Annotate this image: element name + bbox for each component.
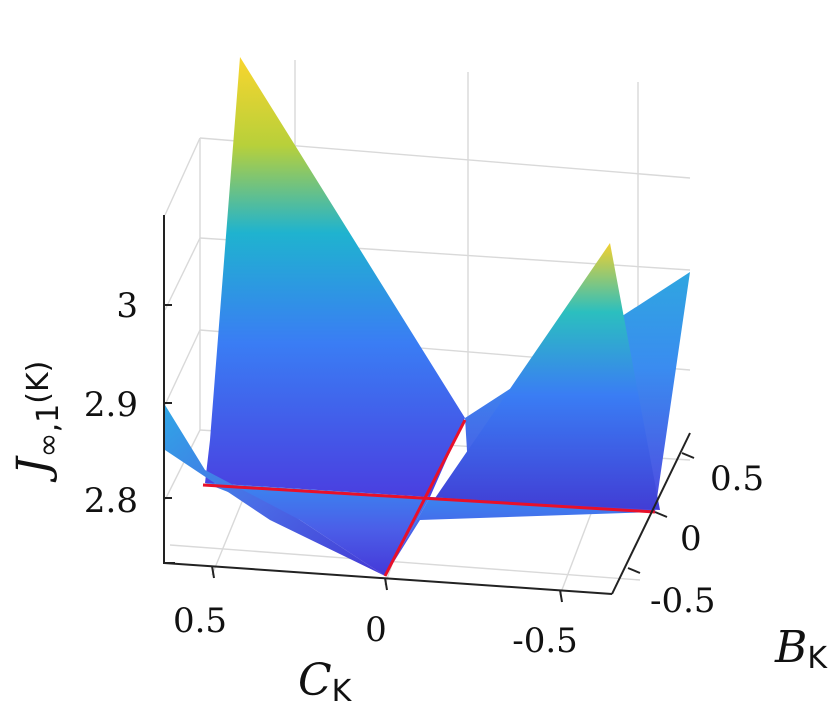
- z-tick-label: 3: [116, 286, 138, 326]
- surface: [165, 57, 690, 576]
- highlight-lines: [202, 419, 656, 577]
- highlight-line-b0: [202, 483, 656, 514]
- z-tick-label: 2.9: [84, 385, 138, 425]
- z-axis: 3 2.9 2.8: [84, 215, 175, 564]
- y-axis: 0.5 0 -0.5: [611, 432, 764, 621]
- y-tick-label: 0.5: [710, 459, 764, 499]
- surface-center: [205, 483, 430, 576]
- y-tick-label: 0: [680, 519, 702, 559]
- x-axis-label: CK: [298, 655, 353, 709]
- x-tick-label: 0.5: [173, 601, 227, 641]
- z-axis-label: J∞,1(K): [8, 361, 66, 483]
- y-tick-label: -0.5: [650, 581, 716, 621]
- surface-front-right: [385, 497, 655, 576]
- x-tick-label: 0: [365, 610, 387, 650]
- surface-right-peak: [420, 243, 660, 520]
- x-axis: 0.5 0 -0.5: [163, 562, 613, 661]
- y-axis-label: BK: [774, 622, 828, 676]
- x-tick-label: -0.5: [512, 621, 578, 661]
- surface-big-peak: [205, 57, 465, 497]
- z-tick-label: 2.8: [84, 481, 138, 521]
